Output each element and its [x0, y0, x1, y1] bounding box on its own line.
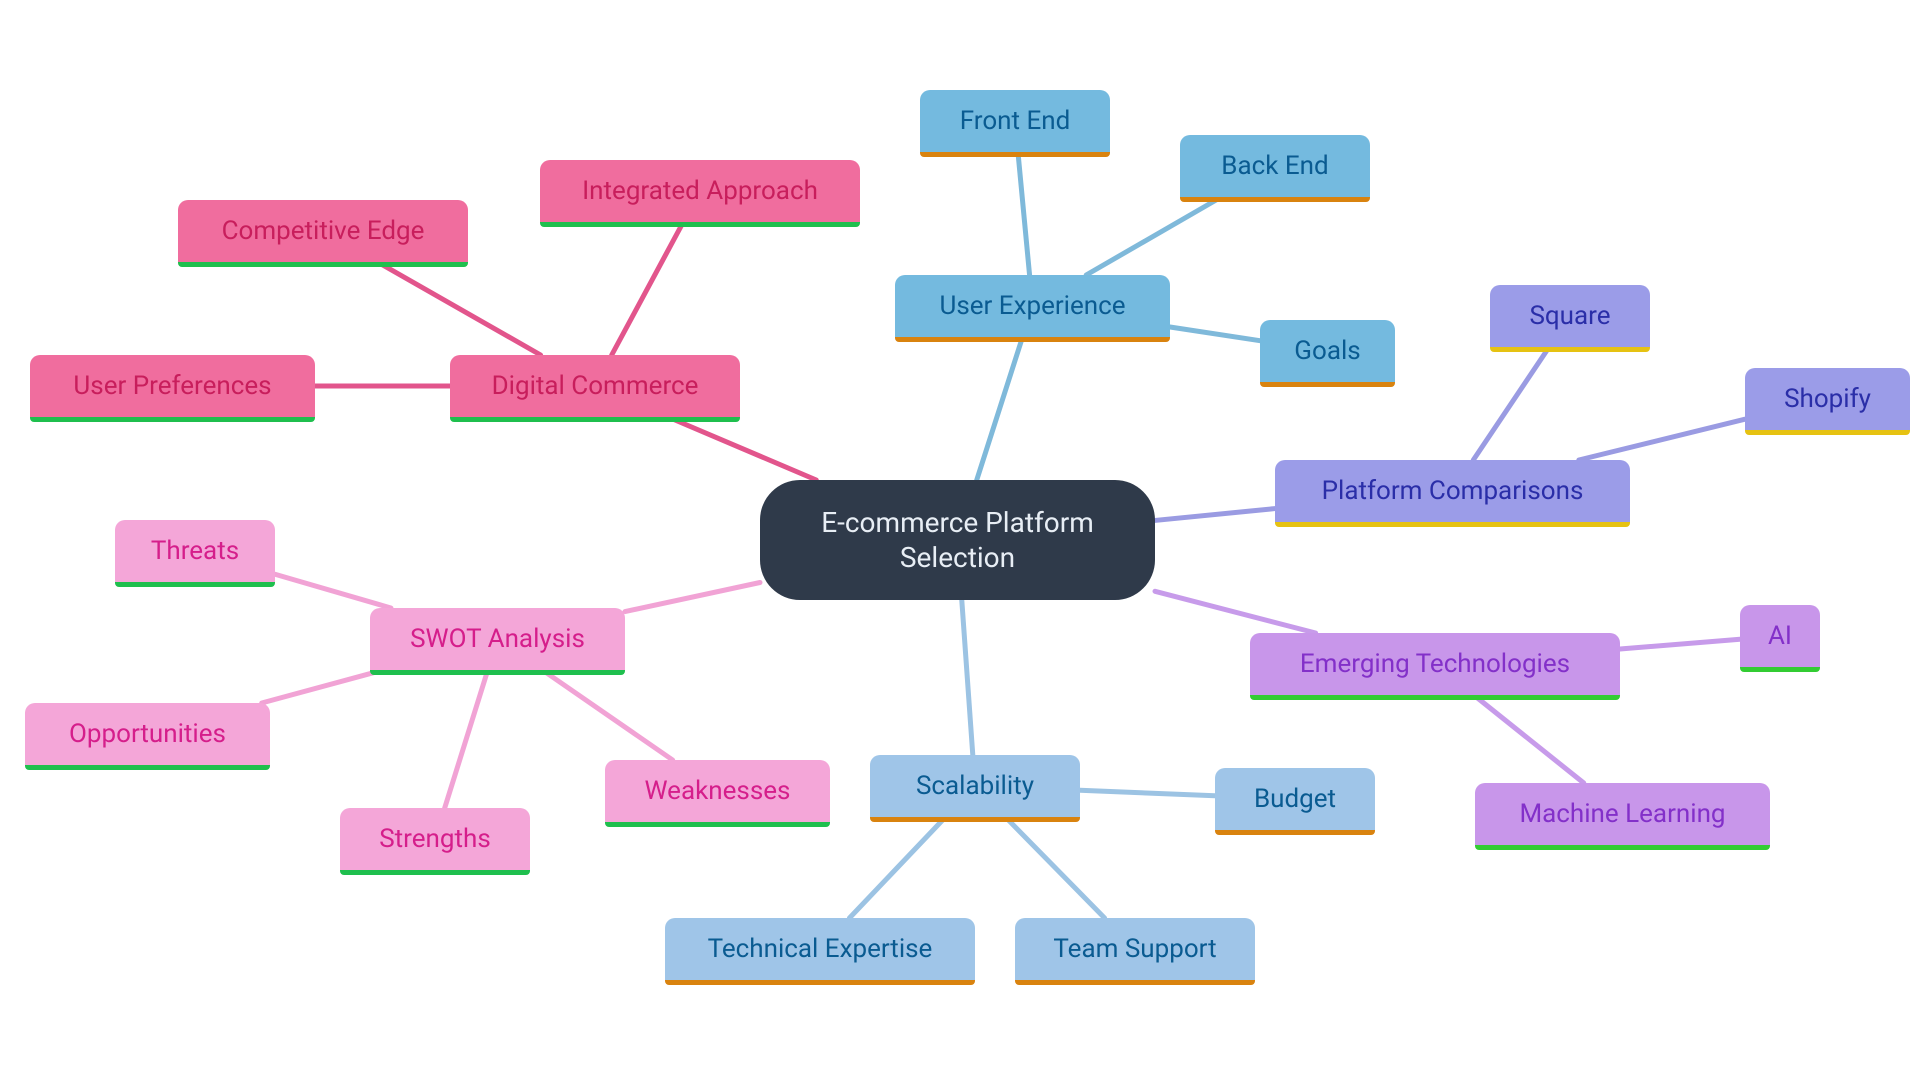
node-label: Goals [1294, 336, 1360, 366]
node-underline [920, 152, 1110, 157]
node-budget[interactable]: Budget [1215, 768, 1375, 830]
node-underline [1015, 980, 1255, 985]
node-label: Weaknesses [645, 776, 791, 806]
node-underline [1250, 695, 1620, 700]
node-root[interactable]: E-commerce PlatformSelection [760, 480, 1155, 600]
node-underline [895, 337, 1170, 342]
node-label: Emerging Technologies [1300, 649, 1570, 679]
node-emergetech[interactable]: Emerging Technologies [1250, 633, 1620, 695]
node-label: Strengths [379, 824, 491, 854]
node-digital[interactable]: Digital Commerce [450, 355, 740, 417]
node-ai[interactable]: AI [1740, 605, 1820, 667]
node-opportunities[interactable]: Opportunities [25, 703, 270, 765]
node-underline [1740, 667, 1820, 672]
node-label: Integrated Approach [582, 176, 818, 206]
node-label: Square [1529, 301, 1610, 331]
node-label: Shopify [1784, 384, 1871, 414]
node-underline [1260, 382, 1395, 387]
node-label: Digital Commerce [492, 371, 699, 401]
node-techexpert[interactable]: Technical Expertise [665, 918, 975, 980]
node-underline [870, 817, 1080, 822]
node-label: Back End [1221, 151, 1328, 181]
node-underline [340, 870, 530, 875]
node-label: Competitive Edge [222, 216, 425, 246]
node-shopify[interactable]: Shopify [1745, 368, 1910, 430]
node-label: Platform Comparisons [1322, 476, 1584, 506]
node-weaknesses[interactable]: Weaknesses [605, 760, 830, 822]
node-label: SWOT Analysis [410, 624, 585, 654]
node-underline [1745, 430, 1910, 435]
node-platform[interactable]: Platform Comparisons [1275, 460, 1630, 522]
node-underline [540, 222, 860, 227]
node-underline [30, 417, 315, 422]
node-label: Team Support [1053, 934, 1216, 964]
node-userpref[interactable]: User Preferences [30, 355, 315, 417]
node-square[interactable]: Square [1490, 285, 1650, 347]
node-label: Budget [1254, 784, 1336, 814]
node-threats[interactable]: Threats [115, 520, 275, 582]
mindmap-canvas: E-commerce PlatformSelection Digital Comm… [0, 0, 1920, 1080]
node-label: Scalability [916, 771, 1034, 801]
node-strengths[interactable]: Strengths [340, 808, 530, 870]
node-competitive[interactable]: Competitive Edge [178, 200, 468, 262]
node-integrated[interactable]: Integrated Approach [540, 160, 860, 222]
node-label: Opportunities [69, 719, 226, 749]
node-underline [1215, 830, 1375, 835]
node-label: AI [1768, 621, 1792, 651]
node-ml[interactable]: Machine Learning [1475, 783, 1770, 845]
node-underline [1180, 197, 1370, 202]
node-underline [25, 765, 270, 770]
node-underline [1475, 845, 1770, 850]
node-underline [665, 980, 975, 985]
node-underline [178, 262, 468, 267]
node-label: User Preferences [73, 371, 271, 401]
node-goals[interactable]: Goals [1260, 320, 1395, 382]
node-swot[interactable]: SWOT Analysis [370, 608, 625, 670]
node-underline [115, 582, 275, 587]
node-scalability[interactable]: Scalability [870, 755, 1080, 817]
node-label: Technical Expertise [708, 934, 933, 964]
node-underline [1490, 347, 1650, 352]
node-underline [1275, 522, 1630, 527]
node-label: Front End [960, 106, 1071, 136]
node-label: Machine Learning [1519, 799, 1725, 829]
node-underline [450, 417, 740, 422]
node-ux[interactable]: User Experience [895, 275, 1170, 337]
node-label: Threats [151, 536, 239, 566]
node-underline [370, 670, 625, 675]
node-frontend[interactable]: Front End [920, 90, 1110, 152]
node-backend[interactable]: Back End [1180, 135, 1370, 197]
node-label: E-commerce PlatformSelection [821, 505, 1094, 575]
node-label: User Experience [939, 291, 1125, 321]
node-teamsupport[interactable]: Team Support [1015, 918, 1255, 980]
node-underline [605, 822, 830, 827]
